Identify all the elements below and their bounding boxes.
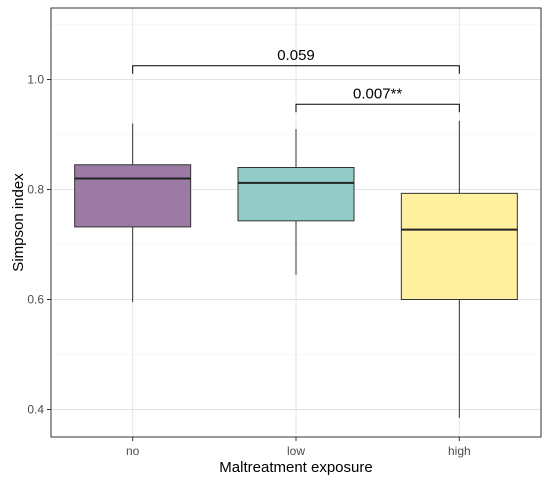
box-no <box>74 123 192 303</box>
significance-annotations: 0.059 0.007** <box>132 47 460 113</box>
box-low <box>237 129 355 275</box>
y-tick-label: 0.8 <box>27 183 44 197</box>
x-tick-label: low <box>287 444 305 458</box>
x-axis-title: Maltreatment exposure <box>219 459 372 476</box>
bracket-line <box>295 103 460 113</box>
x-tick-label: no <box>126 444 140 458</box>
y-tick-label: 0.6 <box>27 293 44 307</box>
significance-bracket: 0.059 <box>132 47 460 74</box>
y-tick-label: 0.4 <box>27 403 44 417</box>
box-body <box>400 192 518 301</box>
box-body <box>237 167 355 222</box>
box-body <box>74 164 192 228</box>
annotation-label: 0.007** <box>353 85 402 102</box>
significance-bracket: 0.007** <box>295 85 460 113</box>
x-axis-ticks: no low high <box>126 437 471 458</box>
annotation-label: 0.059 <box>277 47 315 64</box>
y-tick-label: 1.0 <box>27 73 44 87</box>
boxes <box>74 120 518 418</box>
bracket-line <box>132 65 460 74</box>
y-axis-ticks: 0.4 0.6 0.8 1.0 <box>27 73 51 417</box>
y-axis-title: Simpson index <box>10 173 27 272</box>
x-tick-label: high <box>448 444 471 458</box>
box-high <box>400 120 518 418</box>
